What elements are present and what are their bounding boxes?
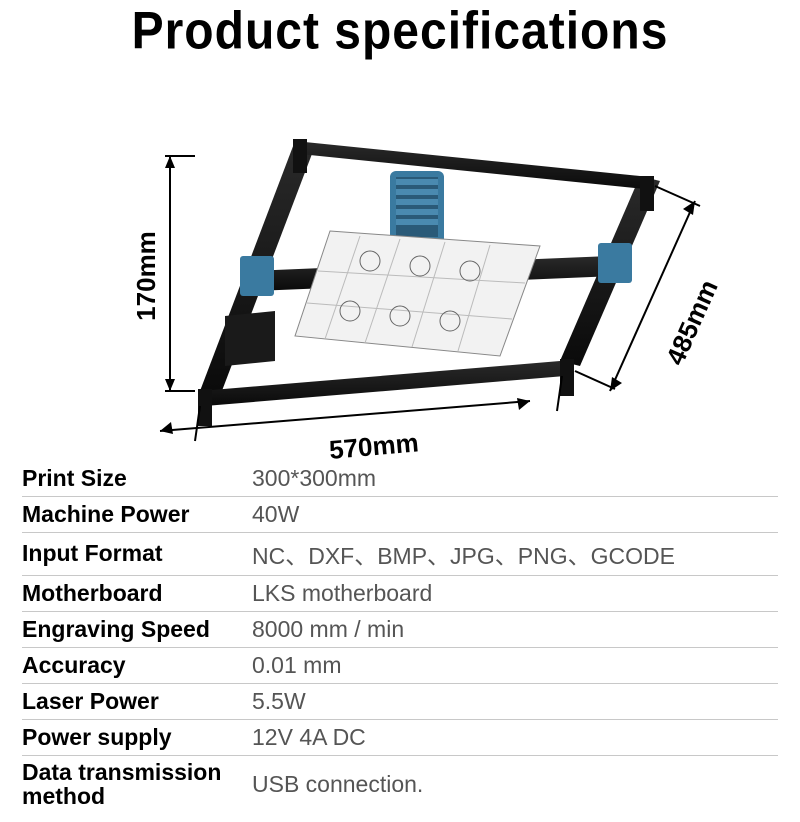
spec-table: Print Size 300*300mm Machine Power 40W I… [0, 461, 800, 822]
product-diagram: 170mm 570mm 485mm [0, 61, 800, 461]
spec-value: NC、DXF、BMP、JPG、PNG、GCODE [252, 533, 778, 575]
spec-label: Data transmission method [22, 756, 252, 812]
spec-row: Engraving Speed 8000 mm / min [22, 612, 778, 648]
spec-label: Accuracy [22, 649, 252, 682]
spec-row: Laser Power 5.5W [22, 684, 778, 720]
svg-text:570mm: 570mm [328, 427, 420, 461]
spec-value: 5.5W [252, 684, 778, 719]
spec-label: Laser Power [22, 685, 252, 718]
spec-row: Power supply 12V 4A DC [22, 720, 778, 756]
spec-row: Print Size 300*300mm [22, 461, 778, 497]
spec-label: Print Size [22, 462, 252, 495]
spec-label: Engraving Speed [22, 613, 252, 646]
spec-value: LKS motherboard [252, 576, 778, 611]
spec-value: 300*300mm [252, 461, 778, 496]
spec-row: Accuracy 0.01 mm [22, 648, 778, 684]
page-title: Product specifications [0, 1, 800, 62]
machine-frame [198, 139, 660, 426]
spec-value: 40W [252, 497, 778, 532]
spec-value: 8000 mm / min [252, 612, 778, 647]
spec-row: Machine Power 40W [22, 497, 778, 533]
spec-value: 12V 4A DC [252, 720, 778, 755]
spec-value: 0.01 mm [252, 648, 778, 683]
spec-label: Machine Power [22, 498, 252, 531]
spec-label: Input Format [22, 537, 252, 570]
svg-text:170mm: 170mm [131, 231, 161, 321]
spec-row: Motherboard LKS motherboard [22, 576, 778, 612]
spec-label: Motherboard [22, 577, 252, 610]
dimension-height: 170mm [131, 156, 195, 391]
svg-text:485mm: 485mm [660, 275, 724, 369]
spec-row: Input Format NC、DXF、BMP、JPG、PNG、GCODE [22, 533, 778, 576]
spec-label: Power supply [22, 721, 252, 754]
sample-sheet [295, 231, 540, 356]
spec-value: USB connection. [252, 767, 778, 802]
spec-row: Data transmission method USB connection. [22, 756, 778, 812]
